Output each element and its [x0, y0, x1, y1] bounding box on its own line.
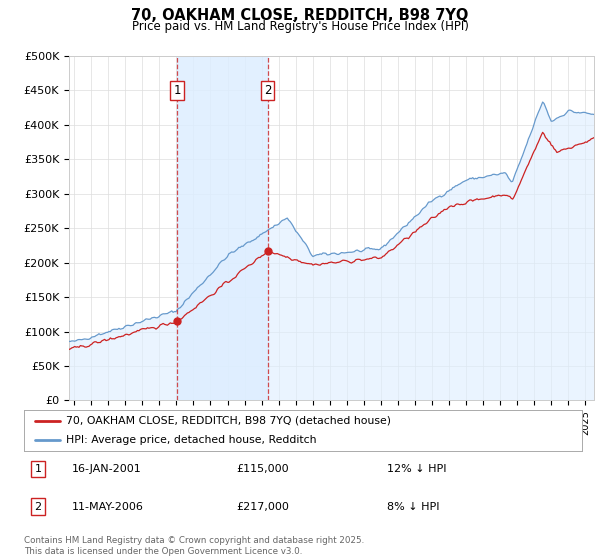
Text: 11-MAY-2006: 11-MAY-2006	[71, 502, 143, 511]
Text: 2: 2	[34, 502, 41, 511]
Text: 70, OAKHAM CLOSE, REDDITCH, B98 7YQ: 70, OAKHAM CLOSE, REDDITCH, B98 7YQ	[131, 8, 469, 24]
Text: 70, OAKHAM CLOSE, REDDITCH, B98 7YQ (detached house): 70, OAKHAM CLOSE, REDDITCH, B98 7YQ (det…	[66, 416, 391, 426]
Text: Price paid vs. HM Land Registry's House Price Index (HPI): Price paid vs. HM Land Registry's House …	[131, 20, 469, 32]
Text: 12% ↓ HPI: 12% ↓ HPI	[387, 464, 446, 474]
Text: 1: 1	[173, 84, 181, 97]
Text: 8% ↓ HPI: 8% ↓ HPI	[387, 502, 439, 511]
Text: 2: 2	[264, 84, 271, 97]
Text: 16-JAN-2001: 16-JAN-2001	[71, 464, 141, 474]
Text: HPI: Average price, detached house, Redditch: HPI: Average price, detached house, Redd…	[66, 435, 316, 445]
Text: £217,000: £217,000	[236, 502, 289, 511]
Text: 1: 1	[34, 464, 41, 474]
Bar	[177, 56, 268, 400]
Text: Contains HM Land Registry data © Crown copyright and database right 2025.
This d: Contains HM Land Registry data © Crown c…	[24, 536, 364, 556]
Text: £115,000: £115,000	[236, 464, 289, 474]
